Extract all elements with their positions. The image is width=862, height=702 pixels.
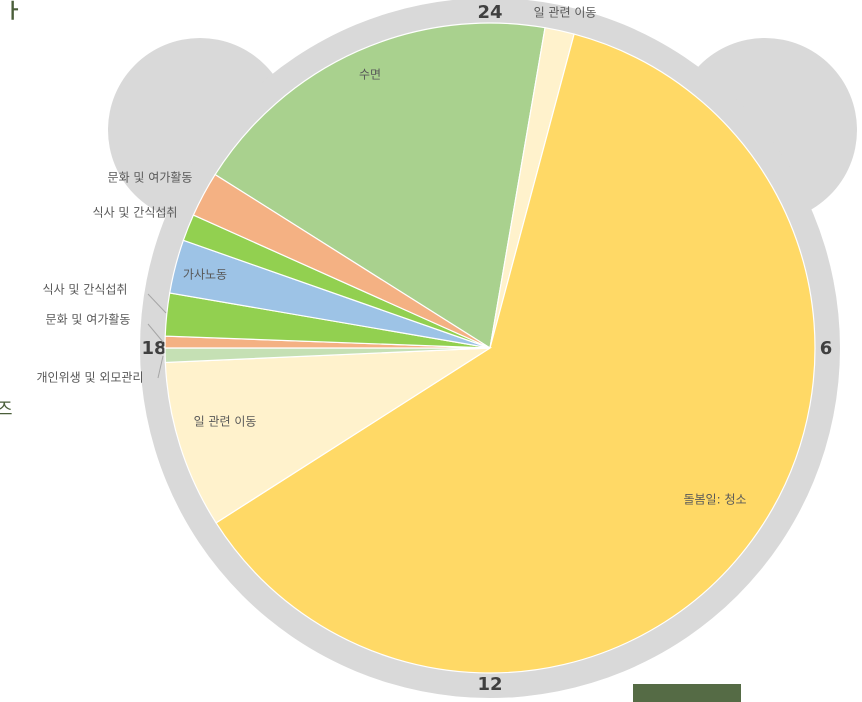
hour-label: 12 (477, 674, 502, 695)
slice-label: 식사 및 간식섭취 (93, 206, 178, 220)
pie-slice (214, 22, 546, 349)
slice-label: 문화 및 여가활동 (108, 171, 193, 185)
slice-label: 일 관련 이동 (534, 6, 597, 20)
header-partial: ㅏ (4, 0, 22, 23)
footer-bar (633, 684, 741, 702)
hour-label: 24 (477, 2, 502, 23)
leader-line (147, 293, 167, 314)
slice-label: 수면 (359, 68, 381, 82)
slice-label: 일 관련 이동 (194, 415, 257, 429)
hour-label: 18 (141, 338, 166, 359)
side-partial: 즈 (0, 399, 13, 420)
slice-label: 개인위생 및 외모관리 (37, 371, 144, 385)
pie-slice (192, 173, 491, 349)
leader-line (147, 323, 164, 343)
slice-label: 식사 및 간식섭취 (43, 283, 128, 297)
leader-line (157, 355, 164, 379)
hour-label: 6 (820, 338, 833, 359)
pie-slice (164, 347, 493, 524)
pie-slice (215, 33, 816, 674)
slice-label: 문화 및 여가활동 (46, 313, 131, 327)
slice-label: 돌봄일: 청소 (683, 493, 746, 507)
slice-label: 가사노동 (183, 268, 227, 282)
